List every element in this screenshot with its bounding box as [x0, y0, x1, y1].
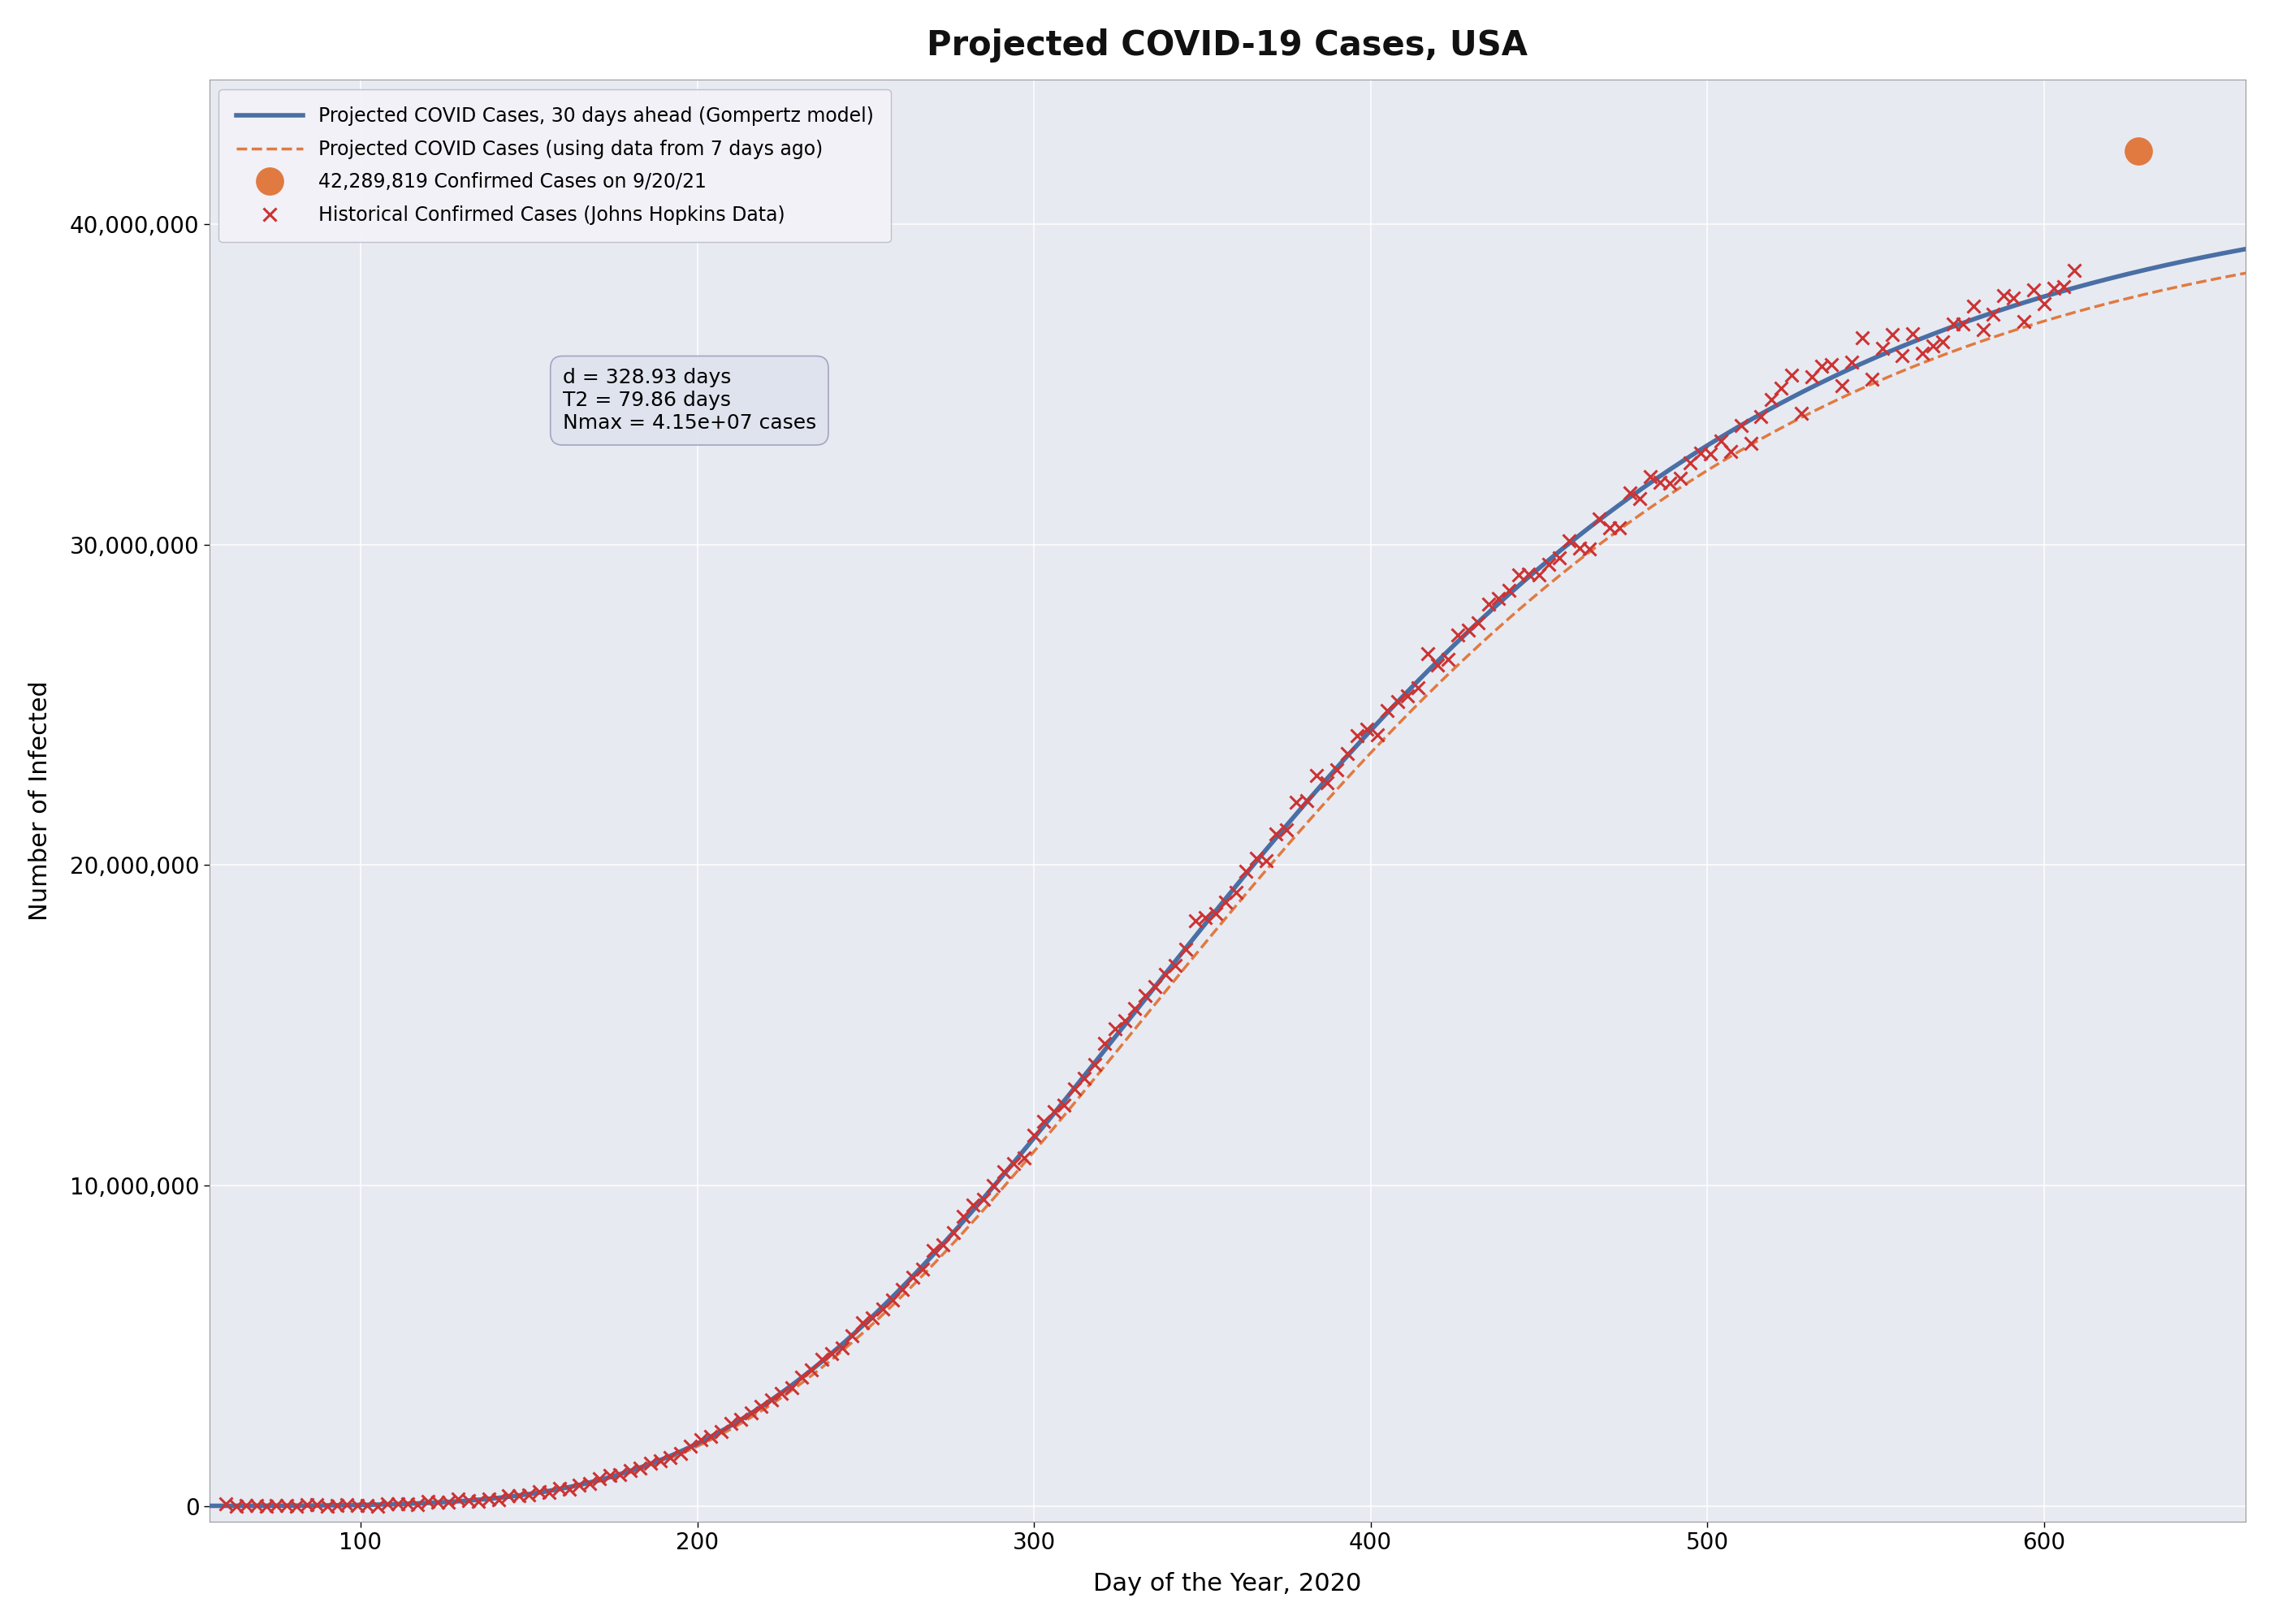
X-axis label: Day of the Year, 2020: Day of the Year, 2020 [1094, 1572, 1362, 1596]
Y-axis label: Number of Infected: Number of Infected [27, 680, 52, 921]
Legend: Projected COVID Cases, 30 days ahead (Gompertz model), Projected COVID Cases (us: Projected COVID Cases, 30 days ahead (Go… [218, 89, 891, 242]
Title: Projected COVID-19 Cases, USA: Projected COVID-19 Cases, USA [928, 28, 1528, 62]
Text: d = 328.93 days
T2 = 79.86 days
Nmax = 4.15e+07 cases: d = 328.93 days T2 = 79.86 days Nmax = 4… [562, 369, 816, 434]
